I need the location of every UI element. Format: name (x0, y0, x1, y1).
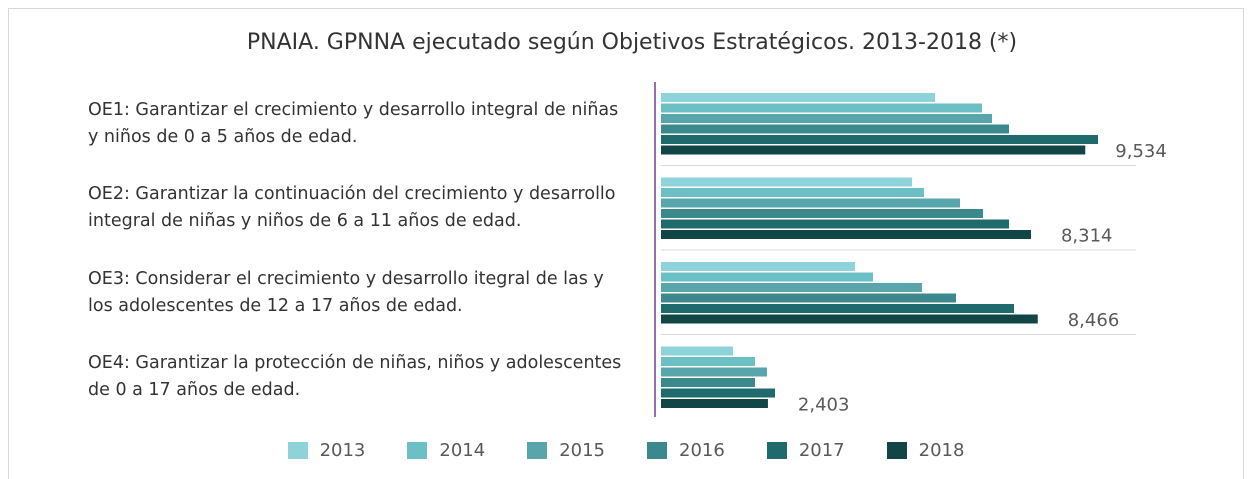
legend-item: 2017 (766, 440, 845, 461)
legend-item: 2015 (527, 440, 605, 461)
bar (661, 283, 922, 292)
bar (661, 198, 961, 208)
bar (661, 114, 992, 123)
bar (661, 230, 1031, 239)
legend-item: 2018 (886, 440, 965, 461)
legend-label: 2016 (679, 440, 725, 461)
bar (661, 272, 874, 282)
bar (661, 145, 1086, 155)
bar (661, 346, 734, 356)
bar (661, 177, 912, 187)
bar (661, 135, 1098, 144)
legend-label: 2013 (319, 440, 366, 461)
category-label: OE1: Garantizar el crecimiento y desarro… (88, 99, 619, 147)
legend-item: 2016 (647, 440, 725, 461)
legend-label: 2014 (439, 440, 486, 461)
category-label: OE3: Considerar el crecimiento y desarro… (88, 268, 604, 316)
bar (661, 304, 1015, 313)
bar (661, 293, 956, 303)
data-label: 8,466 (1068, 310, 1120, 331)
legend-swatch (886, 442, 907, 459)
legend-swatch (287, 442, 308, 459)
bar (661, 124, 1009, 134)
legend-swatch (527, 442, 548, 459)
bar (661, 388, 776, 398)
bar (661, 93, 935, 102)
bar (661, 262, 856, 271)
bar (661, 378, 755, 387)
bar (661, 209, 984, 218)
legend-item: 2013 (287, 440, 366, 461)
bar (661, 399, 768, 408)
legend-label: 2017 (798, 440, 845, 461)
legend-item: 2014 (407, 440, 485, 461)
category-label: OE2: Garantizar la continuación del crec… (88, 184, 616, 232)
bar (661, 103, 982, 113)
legend: 2013 2014 2015 2016 2017 2018 (0, 440, 1252, 461)
legend-swatch (407, 442, 428, 459)
bar (661, 219, 1009, 229)
data-label: 8,314 (1061, 226, 1113, 247)
data-label: 9,534 (1115, 141, 1167, 162)
legend-swatch (647, 442, 667, 459)
chart-title: PNAIA. GPNNA ejecutado según Objetivos E… (246, 30, 1018, 55)
bar (661, 367, 768, 377)
data-label: 2,403 (798, 395, 850, 416)
legend-label: 2018 (918, 440, 965, 461)
bar (661, 188, 925, 197)
frame (8, 8, 1244, 479)
bar (661, 357, 755, 366)
category-label: OE4: Garantizar la protección de niñas, … (88, 353, 622, 401)
bar (661, 314, 1038, 324)
legend-swatch (766, 442, 787, 459)
legend-label: 2015 (559, 440, 605, 461)
